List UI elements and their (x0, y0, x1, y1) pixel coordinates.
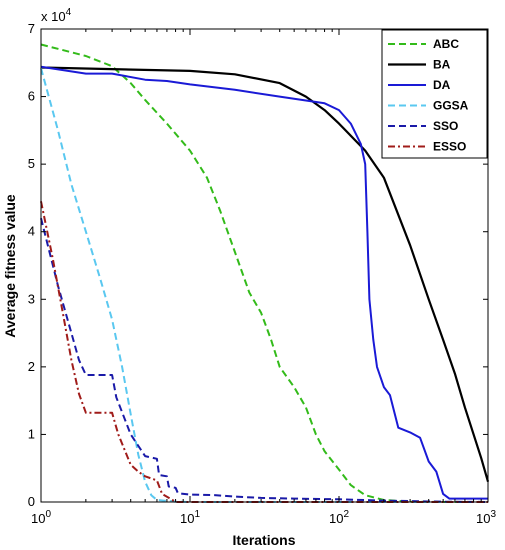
series-line-sso (40, 217, 489, 503)
y-tick-label: 6 (28, 89, 35, 104)
legend-label-da: DA (433, 78, 451, 92)
x-ticks: 100 101 102 103 (31, 29, 496, 526)
y-axis-label: Average fitness value (2, 194, 18, 338)
x-tick-label: 101 (180, 509, 200, 526)
legend-label-abc: ABC (433, 37, 459, 51)
series-line-ba (40, 66, 490, 483)
series-layer (40, 43, 490, 503)
y-tick-label: 4 (28, 224, 35, 239)
x-axis-label: Iterations (232, 532, 295, 548)
y-multiplier: x 104 (41, 7, 72, 24)
x-tick-label: 103 (476, 509, 496, 526)
series-line-esso (40, 201, 488, 503)
series-line-ggsa (40, 67, 488, 503)
y-tick-label: 3 (28, 291, 35, 306)
legend-box (381, 29, 488, 159)
legend: ABC BA DA GGSA SSO ESSO (381, 29, 488, 159)
y-tick-label: 1 (28, 426, 35, 441)
series-line-da (40, 65, 488, 500)
series-line-abc (40, 43, 488, 503)
y-tick-label: 7 (28, 21, 35, 36)
legend-label-esso: ESSO (433, 140, 466, 154)
y-tick-label: 0 (28, 494, 35, 509)
legend-label-sso: SSO (433, 119, 458, 133)
x-tick-label: 100 (31, 509, 51, 526)
y-ticks: 0 1 2 3 4 5 6 7 (28, 21, 488, 509)
y-tick-label: 2 (28, 359, 35, 374)
x-tick-label: 102 (329, 509, 349, 526)
y-tick-label: 5 (28, 156, 35, 171)
legend-label-ggsa: GGSA (433, 99, 469, 113)
plot-frame (40, 28, 489, 503)
legend-label-ba: BA (433, 58, 451, 72)
